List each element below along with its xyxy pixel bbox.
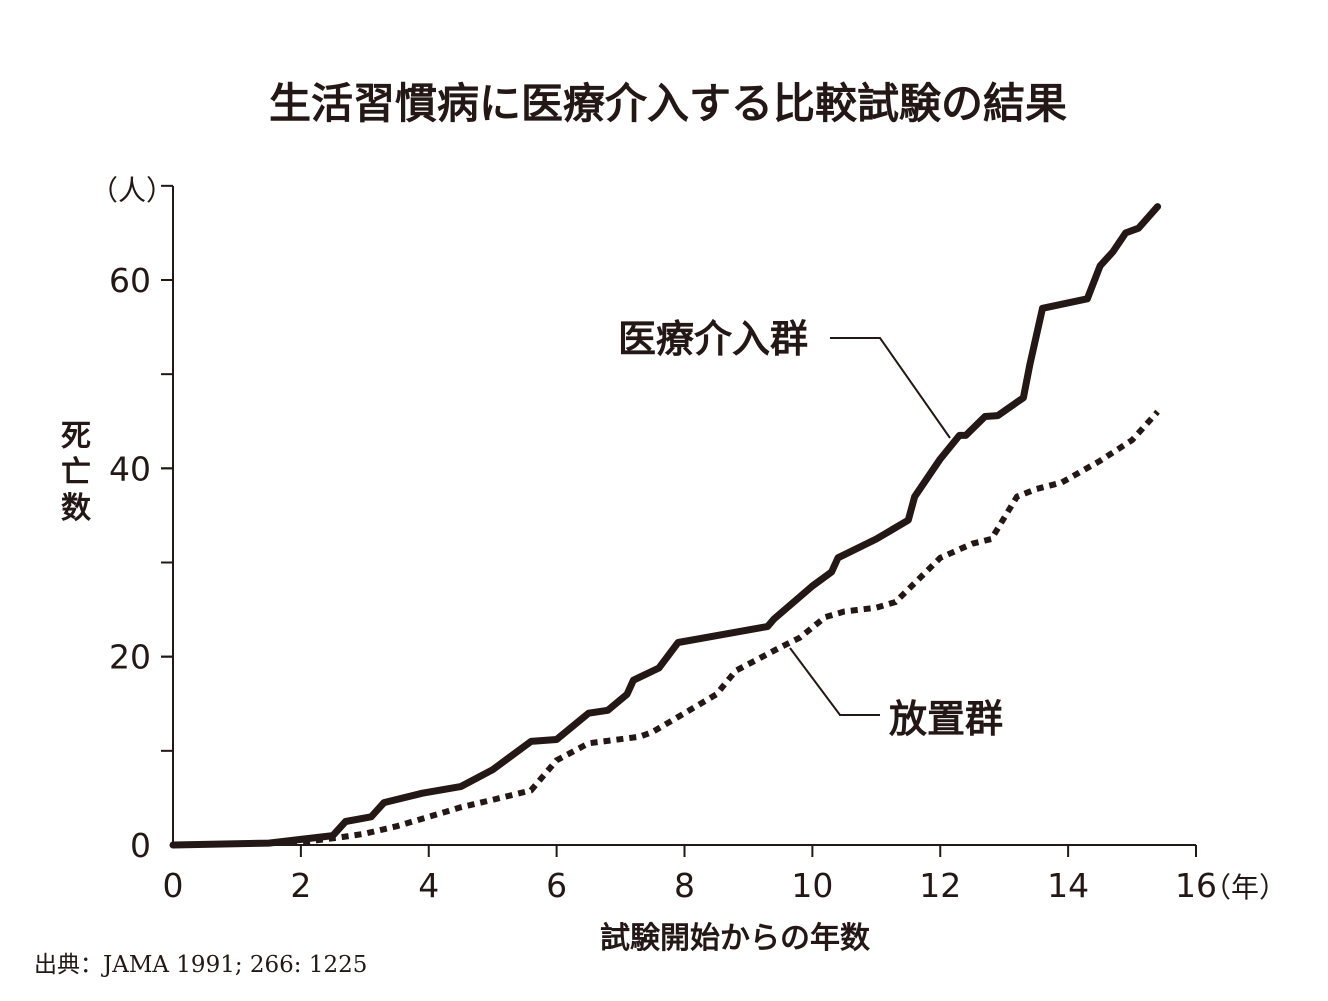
y-tick-label: 60 (109, 261, 151, 300)
x-tick-label: 16 (1175, 866, 1217, 905)
series-layer (169, 203, 1162, 849)
source-note: 出典：JAMA 1991; 266: 1225 (34, 952, 367, 978)
y-tick-label: 40 (109, 449, 151, 488)
series-callouts: 医療介入群 放置群 (618, 317, 1003, 741)
series-line-untreated (172, 409, 1160, 848)
y-tick-label: 20 (109, 638, 151, 677)
series-label-untreated: 放置群 (889, 697, 1003, 741)
x-ticks: 0 2 4 6 8 10 12 14 16 (163, 845, 1217, 905)
y-ticks: 0 20 40 60 (109, 184, 173, 865)
x-tick-label: 2 (290, 866, 311, 905)
x-tick-label: 6 (546, 866, 567, 905)
x-tick-label: 4 (418, 866, 439, 905)
axes (172, 186, 1196, 846)
y-unit: （人） (90, 174, 174, 207)
x-tick-label: 8 (674, 866, 695, 905)
x-axis-label: 試験開始からの年数 (600, 921, 871, 956)
series-label-intervention: 医療介入群 (618, 317, 808, 361)
x-tick-label: 10 (791, 866, 833, 905)
series-line-intervention (169, 203, 1162, 849)
x-tick-label: 14 (1047, 866, 1089, 905)
y-axis-label: 死亡数 (61, 419, 92, 526)
series-label-leader-untreated (789, 647, 880, 716)
x-tick-label: 0 (163, 866, 184, 905)
x-tick-label: 12 (919, 866, 961, 905)
series-label-leader-intervention (830, 337, 951, 439)
chart-title: 生活習慣病に医療介入する比較試験の結果 (269, 79, 1067, 128)
x-unit: （年） (1203, 871, 1287, 904)
y-tick-label: 0 (130, 826, 151, 865)
